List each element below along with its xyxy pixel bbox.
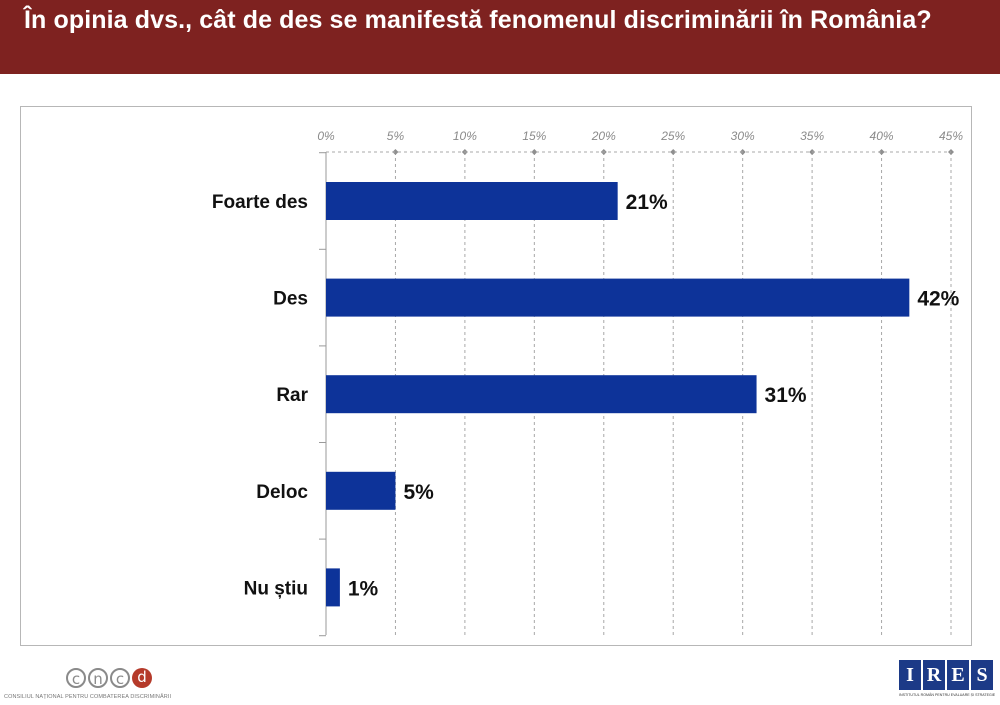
bar	[326, 471, 396, 510]
cncd-logo-letter: c	[110, 668, 130, 688]
tick-label: 45%	[939, 129, 963, 143]
ires-logo-letter: R	[923, 660, 945, 690]
title-bar: În opinia dvs., cât de des se manifestă …	[0, 0, 1000, 74]
ires-logo-letter: S	[971, 660, 993, 690]
tick-label: 40%	[870, 129, 894, 143]
bar	[326, 278, 910, 317]
cncd-logo-caption: CONSILIUL NAȚIONAL PENTRU COMBATEREA DIS…	[4, 694, 172, 700]
value-label: 42%	[917, 288, 959, 311]
ires-logo-letter: I	[899, 660, 921, 690]
tick-marker	[670, 149, 677, 155]
tick-label: 10%	[453, 129, 477, 143]
bar	[326, 375, 757, 414]
chart-frame: 0% 5% 10% 15% 20% 25% 30% 35% 40% 45% Foarte des 21…	[20, 106, 972, 646]
tick-label: 5%	[387, 129, 405, 143]
tick-label: 15%	[522, 129, 546, 143]
tick-label: 0%	[317, 129, 335, 143]
value-label: 5%	[403, 481, 434, 504]
ires-logo-caption: INSTITUTUL ROMÂN PENTRU EVALUARE ȘI STRA…	[899, 693, 996, 697]
page-title: În opinia dvs., cât de des se manifestă …	[24, 6, 932, 34]
bar	[326, 182, 618, 220]
bar	[326, 568, 340, 607]
tick-marker	[392, 149, 399, 155]
category-label: Rar	[276, 385, 308, 406]
value-label: 31%	[765, 384, 807, 407]
category-label: Foarte des	[212, 192, 308, 213]
category-label: Nu știu	[244, 578, 308, 599]
value-label: 1%	[348, 577, 379, 600]
value-label: 21%	[626, 191, 668, 214]
tick-label: 25%	[660, 129, 685, 143]
tick-label: 20%	[591, 129, 616, 143]
category-label: Des	[273, 289, 308, 310]
cncd-logo-letter: c	[66, 668, 86, 688]
cncd-logo-letter: d	[132, 668, 152, 688]
tick-label: 30%	[731, 129, 755, 143]
ires-logo-letter: E	[947, 660, 969, 690]
category-label: Deloc	[256, 482, 308, 503]
tick-marker	[531, 149, 538, 155]
tick-label: 35%	[800, 129, 824, 143]
tick-marker	[878, 149, 885, 155]
bar-chart: 0% 5% 10% 15% 20% 25% 30% 35% 40% 45% Foarte des 21…	[212, 129, 963, 637]
cncd-logo-letter: n	[88, 668, 108, 688]
